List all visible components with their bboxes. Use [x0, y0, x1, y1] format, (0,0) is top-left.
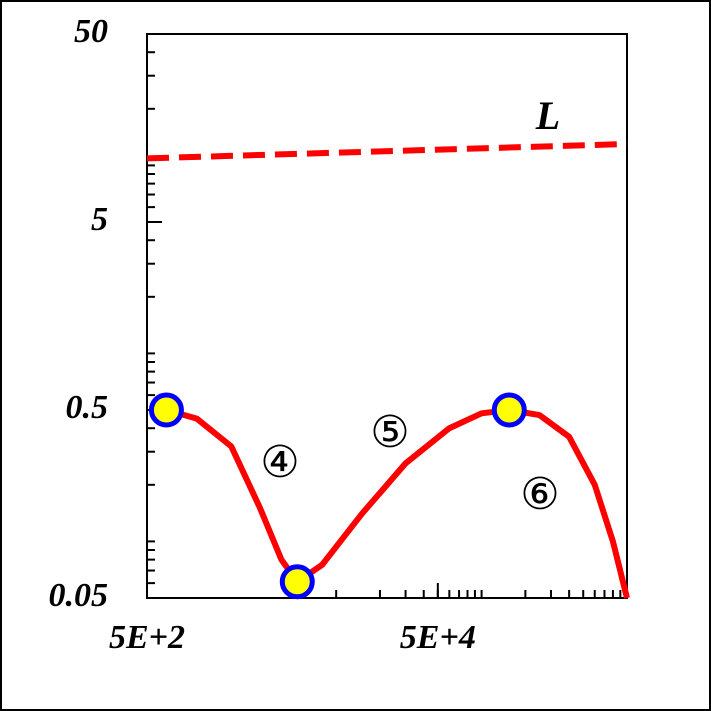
x-tick-label: 5E+4: [400, 619, 476, 656]
point: [279, 564, 315, 600]
point: [148, 392, 184, 428]
y-tick-label: 50: [74, 13, 108, 50]
annotation: ⑤: [370, 407, 409, 458]
line: [146, 140, 628, 162]
y-tick-label: 5: [91, 201, 108, 238]
series-label: L: [535, 93, 560, 138]
y-tick-label: 0.5: [66, 389, 109, 426]
y-tick-label: 0.05: [49, 577, 109, 614]
annotation: ⑥: [520, 469, 559, 520]
x-tick-label: 5E+2: [109, 619, 185, 656]
plot-area: [146, 33, 628, 599]
point: [491, 392, 527, 428]
line: [165, 407, 630, 599]
annotation: ④: [260, 437, 299, 488]
